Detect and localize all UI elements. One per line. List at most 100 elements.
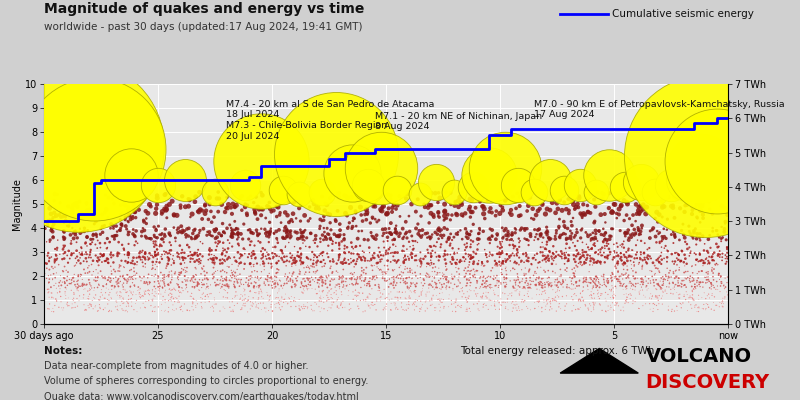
Point <box>142 287 154 294</box>
Point <box>582 244 594 250</box>
Point <box>652 280 665 287</box>
Point <box>566 286 579 292</box>
Point <box>399 231 412 237</box>
Point <box>538 253 551 259</box>
Point <box>662 284 675 290</box>
Point <box>668 284 681 290</box>
Point <box>606 271 619 278</box>
Point <box>222 283 235 290</box>
Point <box>121 298 134 304</box>
Point <box>314 293 327 299</box>
Point <box>438 251 451 257</box>
Point <box>384 306 397 313</box>
Point <box>464 268 477 274</box>
Point <box>437 253 450 260</box>
Point <box>638 294 651 300</box>
Point <box>594 261 607 267</box>
Point <box>569 274 582 280</box>
Point <box>610 299 622 306</box>
Point <box>520 253 533 259</box>
Point <box>122 219 135 225</box>
Point <box>608 248 621 254</box>
Point <box>261 273 274 279</box>
Point <box>90 278 103 284</box>
Point <box>338 236 350 243</box>
Point <box>438 225 450 231</box>
Point <box>446 276 459 282</box>
Point <box>641 287 654 293</box>
Point <box>521 258 534 264</box>
Point <box>399 296 412 302</box>
Point <box>146 296 158 303</box>
Point <box>327 258 340 265</box>
Point <box>657 278 670 285</box>
Point <box>428 279 441 286</box>
Point <box>330 240 342 246</box>
Point <box>114 292 126 299</box>
Point <box>207 226 220 233</box>
Point <box>710 286 722 292</box>
Point <box>261 249 274 256</box>
Point <box>656 282 669 288</box>
Point <box>646 308 659 315</box>
Point <box>134 278 147 284</box>
Point <box>186 252 199 258</box>
Point <box>626 247 639 253</box>
Point <box>326 277 339 283</box>
Point <box>338 260 351 266</box>
Point <box>721 246 734 252</box>
Point <box>478 280 491 286</box>
Point <box>321 276 334 282</box>
Point <box>221 290 234 296</box>
Point <box>457 254 470 260</box>
Point <box>50 256 62 263</box>
Point <box>231 300 244 306</box>
Point <box>70 295 83 302</box>
Point <box>551 279 564 286</box>
Point <box>657 276 670 283</box>
Point <box>718 285 731 292</box>
Point <box>333 305 346 312</box>
Point <box>207 274 220 280</box>
Point <box>386 268 399 274</box>
Point <box>476 260 489 267</box>
Point <box>178 273 191 279</box>
Point <box>605 288 618 294</box>
Point <box>522 255 534 261</box>
Point <box>420 264 433 270</box>
Point <box>586 295 598 302</box>
Point <box>57 274 70 281</box>
Point <box>470 268 483 274</box>
Point <box>658 276 670 282</box>
Point <box>257 253 270 260</box>
Point <box>634 231 647 238</box>
Point <box>566 198 578 204</box>
Point <box>66 208 78 215</box>
Point <box>572 298 585 304</box>
Point <box>404 244 417 250</box>
Point <box>703 232 716 238</box>
Point <box>440 239 453 246</box>
Point <box>73 298 86 304</box>
Point <box>143 201 156 208</box>
Point <box>170 227 183 233</box>
Point <box>560 235 573 242</box>
Point <box>505 212 518 218</box>
Point <box>98 240 111 246</box>
Point <box>670 255 683 262</box>
Point <box>389 257 402 264</box>
Point <box>308 308 321 314</box>
Point <box>203 298 216 305</box>
Point <box>411 239 424 246</box>
Point <box>150 246 163 253</box>
Point <box>78 292 90 298</box>
Point <box>78 286 91 292</box>
Point <box>96 229 109 236</box>
Point <box>614 278 626 285</box>
Point <box>408 288 421 295</box>
Point <box>589 234 602 240</box>
Point <box>536 249 549 256</box>
Point <box>468 271 481 278</box>
Point <box>302 218 314 224</box>
Point <box>536 257 549 264</box>
